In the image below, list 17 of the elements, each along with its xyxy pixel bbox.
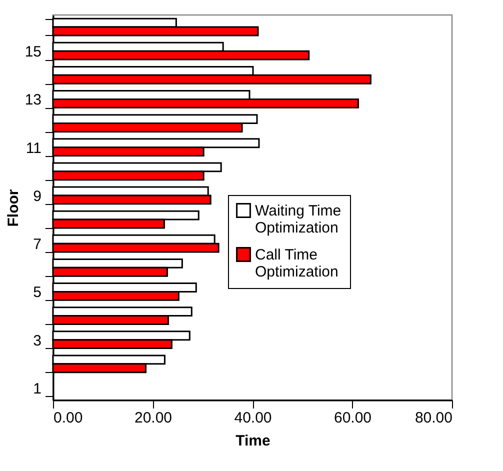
y-tick-label: 5 <box>33 284 42 302</box>
y-tick-label: 9 <box>33 188 42 205</box>
x-tick-label: 0.00 <box>54 410 83 426</box>
y-axis-title: Floor <box>4 189 22 227</box>
y-tick-label: 11 <box>26 140 42 157</box>
x-tick-label: 80.00 <box>414 410 452 426</box>
y-tick-label: 1 <box>33 380 42 398</box>
y-tick-label: 13 <box>24 92 42 109</box>
x-tick-label: 40.00 <box>234 410 272 426</box>
y-tick-label: 3 <box>33 332 42 350</box>
y-tick-label: 15 <box>24 44 42 61</box>
legend-label: Call Time Optimization <box>255 246 338 280</box>
x-tick-label: 60.00 <box>334 410 372 426</box>
x-axis-title: Time <box>236 432 270 450</box>
legend-label: Waiting Time Optimization <box>255 202 342 236</box>
y-tick-label: 7 <box>33 236 42 254</box>
x-tick-label: 20.00 <box>134 410 172 426</box>
